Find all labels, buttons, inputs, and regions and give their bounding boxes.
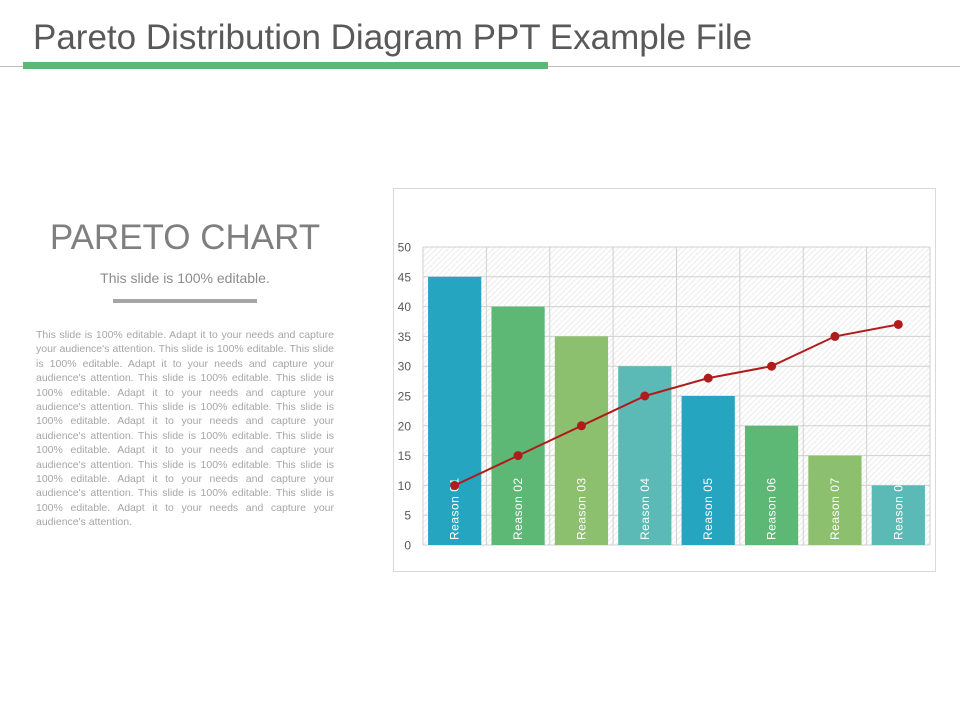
y-tick-label: 25 [398,390,412,404]
line-point [450,480,460,490]
bars [428,276,925,545]
section-subtitle: This slide is 100% editable. [100,270,270,286]
line-point [513,451,523,461]
x-tick-label: Reason 07 [828,477,842,540]
bar [681,396,735,545]
y-tick-label: 45 [398,270,412,284]
section-divider [113,299,257,303]
title-accent-bar [23,62,548,69]
y-tick-label: 30 [398,360,412,374]
x-tick-label: Reason 05 [701,477,715,540]
bar [554,336,609,545]
x-axis: Reason 01 Reason 02 Reason 03 Reason 04 Reas… [448,477,906,540]
y-tick-label: 15 [398,449,412,463]
bar [808,455,862,545]
section-heading: PARETO CHART [49,218,321,257]
bar [428,276,482,545]
cumulative-line [450,319,903,490]
x-tick-label: Reason 04 [638,477,652,540]
x-tick-label: Reason 06 [765,477,779,540]
y-tick-label: 10 [398,479,412,493]
bar [491,306,545,545]
line-point [767,361,777,371]
pareto-chart: 0 5 10 15 20 25 30 35 40 45 50 Reason 01 Reason 02 R… [393,188,936,572]
line-point [576,421,586,431]
line-point [830,331,840,341]
y-tick-label: 20 [398,419,412,433]
line-point [640,391,650,401]
cumulative-line-path [454,323,899,487]
x-tick-label: Reason 01 [448,477,462,540]
left-panel: PARETO CHART This slide is 100% editable… [36,218,334,530]
y-tick-label: 5 [404,509,411,523]
body-text: This slide is 100% editable. Adapt it to… [36,329,334,529]
line-point [703,373,713,383]
y-tick-label: 35 [398,330,412,344]
slide-title: Pareto Distribution Diagram PPT Example … [33,18,753,57]
y-tick-label: 50 [398,241,412,255]
x-tick-label: Reason 08 [891,477,905,540]
x-tick-label: Reason 02 [511,477,525,540]
y-tick-label: 40 [398,300,412,314]
y-tick-label: 0 [404,539,411,553]
y-axis: 0 5 10 15 20 25 30 35 40 45 50 [398,241,412,553]
bar [871,485,925,545]
x-tick-label: Reason 03 [574,477,588,540]
bar [744,425,799,545]
line-point [893,319,903,329]
